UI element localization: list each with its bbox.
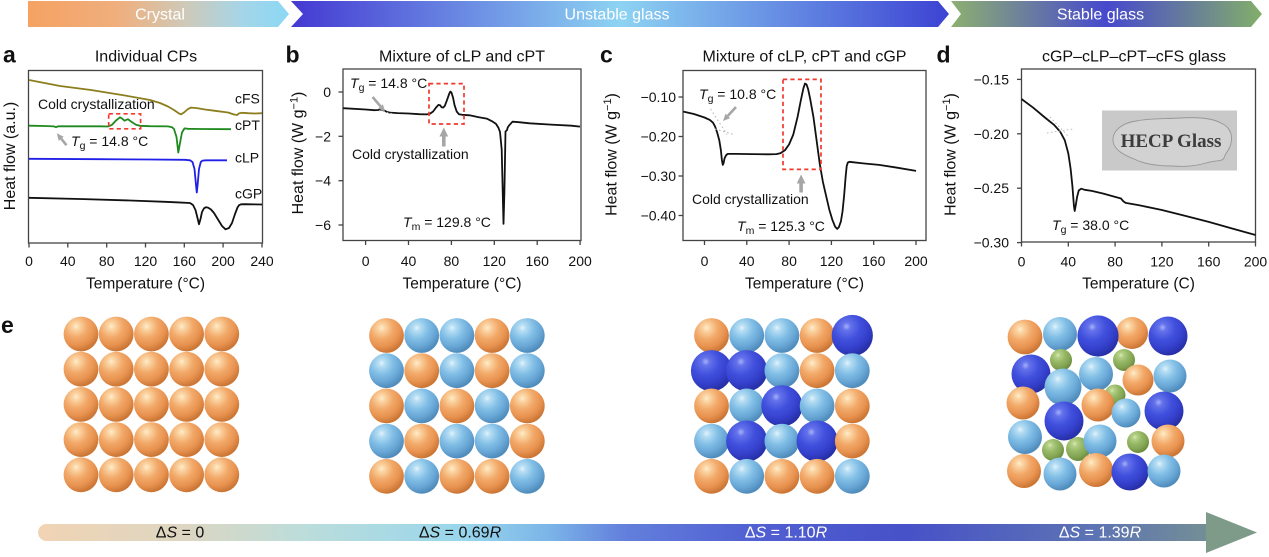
svg-text:cGP: cGP	[235, 186, 262, 202]
svg-text:Heat flow (W g−1): Heat flow (W g−1)	[941, 93, 960, 216]
svg-text:80: 80	[99, 253, 115, 269]
svg-text:Tg = 38.0 °C: Tg = 38.0 °C	[1052, 217, 1129, 236]
svg-text:Tg = 10.8 °C: Tg = 10.8 °C	[699, 86, 776, 105]
svg-text:ΔS = 1.39R: ΔS = 1.39R	[1059, 525, 1142, 542]
svg-text:40: 40	[401, 253, 417, 269]
svg-text:cPT: cPT	[235, 117, 260, 133]
svg-text:d: d	[937, 42, 951, 68]
svg-text:120: 120	[1150, 254, 1174, 270]
svg-text:HECP Glass: HECP Glass	[1121, 131, 1222, 152]
svg-text:240: 240	[250, 253, 274, 269]
svg-text:cFS: cFS	[235, 91, 260, 107]
svg-text:a: a	[3, 42, 16, 68]
svg-text:−0.20: −0.20	[974, 126, 1010, 142]
svg-text:−6: −6	[315, 217, 331, 233]
svg-text:Cold crystallization: Cold crystallization	[692, 191, 809, 207]
svg-text:120: 120	[820, 253, 844, 269]
svg-text:cLP: cLP	[235, 150, 259, 166]
svg-text:Heat flow (W g−1): Heat flow (W g−1)	[289, 92, 308, 215]
svg-text:Tm = 125.3 °C: Tm = 125.3 °C	[737, 218, 825, 237]
svg-text:c: c	[600, 42, 613, 68]
svg-text:160: 160	[526, 253, 550, 269]
svg-text:Crystal: Crystal	[135, 7, 185, 24]
svg-text:0: 0	[1018, 254, 1026, 270]
svg-text:Heat flow (a.u.): Heat flow (a.u.)	[2, 102, 19, 210]
svg-text:−0.10: −0.10	[641, 89, 677, 105]
svg-text:40: 40	[739, 253, 755, 269]
svg-text:Tg = 14.8 °C: Tg = 14.8 °C	[71, 133, 148, 152]
svg-text:120: 120	[483, 253, 507, 269]
svg-text:e: e	[1, 312, 14, 338]
svg-text:ΔS = 1.10R: ΔS = 1.10R	[745, 525, 828, 542]
svg-text:40: 40	[1061, 254, 1077, 270]
svg-text:Temperature (C): Temperature (C)	[1082, 276, 1195, 293]
svg-text:−2: −2	[315, 128, 331, 144]
svg-text:0: 0	[323, 84, 331, 100]
svg-text:0: 0	[362, 253, 370, 269]
svg-text:−0.15: −0.15	[974, 71, 1010, 87]
svg-text:Temperature (°C): Temperature (°C)	[745, 276, 864, 293]
svg-text:200: 200	[568, 253, 592, 269]
svg-text:Mixture of cLP, cPT and cGP: Mixture of cLP, cPT and cGP	[703, 49, 907, 66]
svg-text:200: 200	[211, 253, 235, 269]
svg-text:Temperature (°C): Temperature (°C)	[86, 276, 205, 293]
svg-text:200: 200	[904, 253, 928, 269]
svg-text:40: 40	[60, 253, 76, 269]
svg-text:0: 0	[701, 253, 709, 269]
svg-text:Individual CPs: Individual CPs	[95, 49, 197, 66]
svg-text:Cold crystallization: Cold crystallization	[38, 96, 155, 112]
svg-text:−0.20: −0.20	[641, 129, 677, 145]
svg-text:160: 160	[1197, 254, 1221, 270]
svg-text:160: 160	[862, 253, 886, 269]
svg-text:b: b	[286, 42, 300, 68]
svg-text:Stable glass: Stable glass	[1057, 7, 1144, 24]
svg-text:−0.25: −0.25	[974, 180, 1010, 196]
svg-text:ΔS = 0.69R: ΔS = 0.69R	[419, 525, 502, 542]
svg-text:0: 0	[25, 253, 33, 269]
svg-text:80: 80	[444, 253, 460, 269]
svg-text:Tg = 14.8 °C: Tg = 14.8 °C	[350, 75, 427, 94]
svg-text:−0.30: −0.30	[974, 235, 1010, 251]
svg-text:Unstable glass: Unstable glass	[565, 7, 670, 24]
svg-text:Cold crystallization: Cold crystallization	[352, 146, 469, 162]
svg-text:−4: −4	[315, 173, 331, 189]
svg-text:80: 80	[781, 253, 797, 269]
svg-text:ΔS = 0: ΔS = 0	[156, 525, 205, 542]
svg-text:−0.40: −0.40	[641, 208, 677, 224]
svg-text:−0.30: −0.30	[641, 168, 677, 184]
svg-text:120: 120	[134, 253, 158, 269]
svg-text:200: 200	[1244, 254, 1268, 270]
svg-text:Tm = 129.8 °C: Tm = 129.8 °C	[403, 214, 491, 233]
svg-text:cGP–cLP–cPT–cFS glass: cGP–cLP–cPT–cFS glass	[1042, 49, 1226, 66]
svg-text:160: 160	[173, 253, 197, 269]
svg-text:Mixture of cLP and cPT: Mixture of cLP and cPT	[379, 49, 545, 66]
svg-text:80: 80	[1107, 254, 1123, 270]
svg-text:Heat flow (W g−1): Heat flow (W g−1)	[602, 93, 621, 216]
svg-text:Temperature (°C): Temperature (°C)	[402, 276, 521, 293]
